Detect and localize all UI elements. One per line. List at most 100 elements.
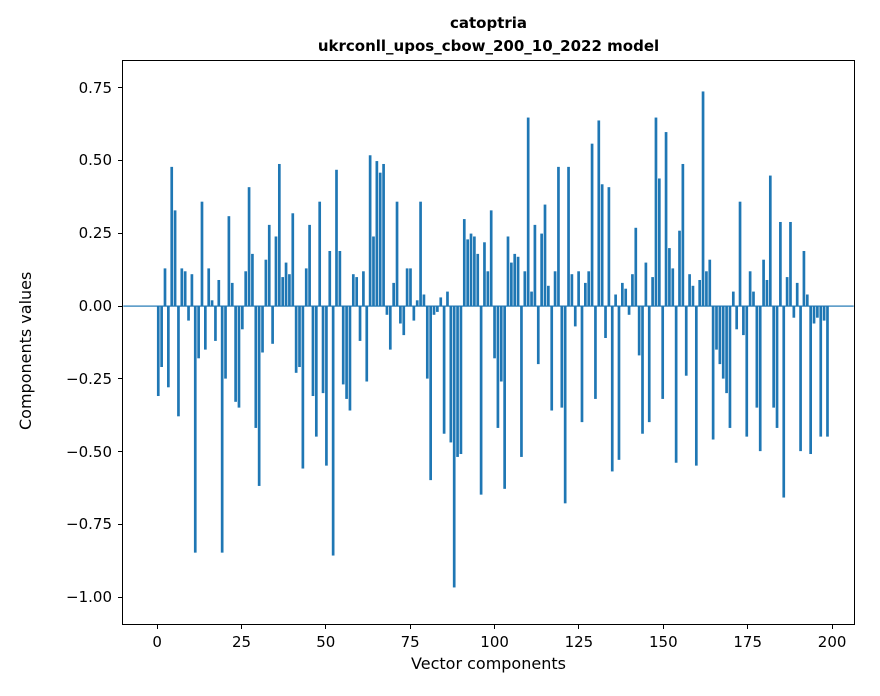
bar (449, 306, 453, 443)
bar (580, 306, 584, 423)
bar (654, 117, 658, 307)
bar (177, 306, 180, 417)
bar (550, 306, 554, 411)
bar (372, 236, 375, 307)
bar (547, 285, 550, 307)
bar (573, 306, 577, 327)
bar (301, 306, 305, 469)
bar (594, 306, 597, 399)
x-tick-mark (325, 625, 327, 629)
bar (167, 306, 170, 388)
bar (284, 262, 288, 307)
bar (684, 306, 688, 376)
bar (402, 306, 406, 336)
x-tick-label: 25 (231, 633, 252, 651)
bar (382, 163, 385, 307)
bar (328, 250, 332, 307)
bar (429, 306, 433, 481)
bar (641, 306, 644, 434)
bar (291, 213, 295, 307)
bar (758, 306, 762, 452)
y-tick-label: −0.75 (66, 515, 112, 534)
bar (462, 219, 466, 307)
y-tick-mark (118, 596, 122, 598)
bar (220, 306, 224, 553)
bar (338, 250, 342, 307)
x-tick-mark (241, 625, 242, 629)
bar (351, 274, 355, 307)
bar (607, 187, 611, 307)
bar (789, 221, 792, 307)
bar (624, 288, 628, 307)
bar (348, 306, 352, 411)
bar (314, 306, 318, 437)
bar (584, 282, 587, 307)
bar (513, 253, 517, 307)
bar (261, 306, 264, 353)
bar (779, 221, 782, 307)
bar (311, 306, 315, 397)
bar (752, 291, 755, 307)
bar (190, 274, 194, 307)
bar (308, 224, 311, 307)
bar (207, 268, 211, 307)
bar (731, 291, 735, 307)
bar (816, 306, 819, 318)
bar (456, 306, 459, 457)
bar (473, 236, 476, 307)
bar (412, 306, 416, 321)
bar (439, 297, 443, 307)
bar (822, 306, 826, 321)
bar (160, 306, 163, 368)
bar (560, 306, 564, 408)
bar (197, 306, 200, 359)
bar (681, 163, 685, 307)
bar (375, 161, 379, 307)
bar (668, 248, 671, 307)
bar (664, 132, 668, 307)
bar (688, 274, 691, 307)
bar (526, 117, 530, 307)
bar (251, 253, 254, 307)
bar (772, 306, 776, 408)
bar (355, 277, 359, 307)
bar (459, 306, 463, 455)
x-tick-label: 50 (316, 633, 336, 651)
bar (775, 306, 779, 428)
bar (288, 274, 291, 307)
bar (661, 306, 665, 399)
bar (637, 306, 641, 356)
bar (530, 291, 533, 307)
bar (711, 306, 715, 440)
y-tick-mark (118, 523, 122, 525)
y-tick-mark (118, 378, 122, 380)
bar (224, 306, 227, 379)
bar (409, 268, 412, 307)
bar (597, 120, 601, 307)
bar (620, 282, 624, 307)
bar (294, 306, 298, 373)
bar (762, 259, 765, 307)
bar (341, 306, 345, 385)
bar (442, 306, 446, 434)
bar (415, 300, 419, 307)
bar (721, 306, 725, 379)
bar-series (123, 91, 854, 588)
bar (419, 201, 422, 307)
chart-subtitle: ukrconll_upos_cbow_200_10_2022 model (317, 36, 660, 55)
bar (274, 236, 278, 307)
bar (499, 306, 503, 382)
bar (345, 306, 348, 399)
bar (469, 233, 473, 307)
bar (570, 274, 574, 307)
bar (392, 282, 396, 307)
x-tick-label: 175 (733, 633, 763, 651)
x-tick-mark (747, 625, 749, 629)
x-tick-mark (494, 625, 496, 629)
bar (388, 306, 392, 350)
bar (563, 306, 567, 504)
bar (247, 187, 251, 307)
bar (799, 306, 802, 452)
x-tick-mark (662, 625, 664, 629)
